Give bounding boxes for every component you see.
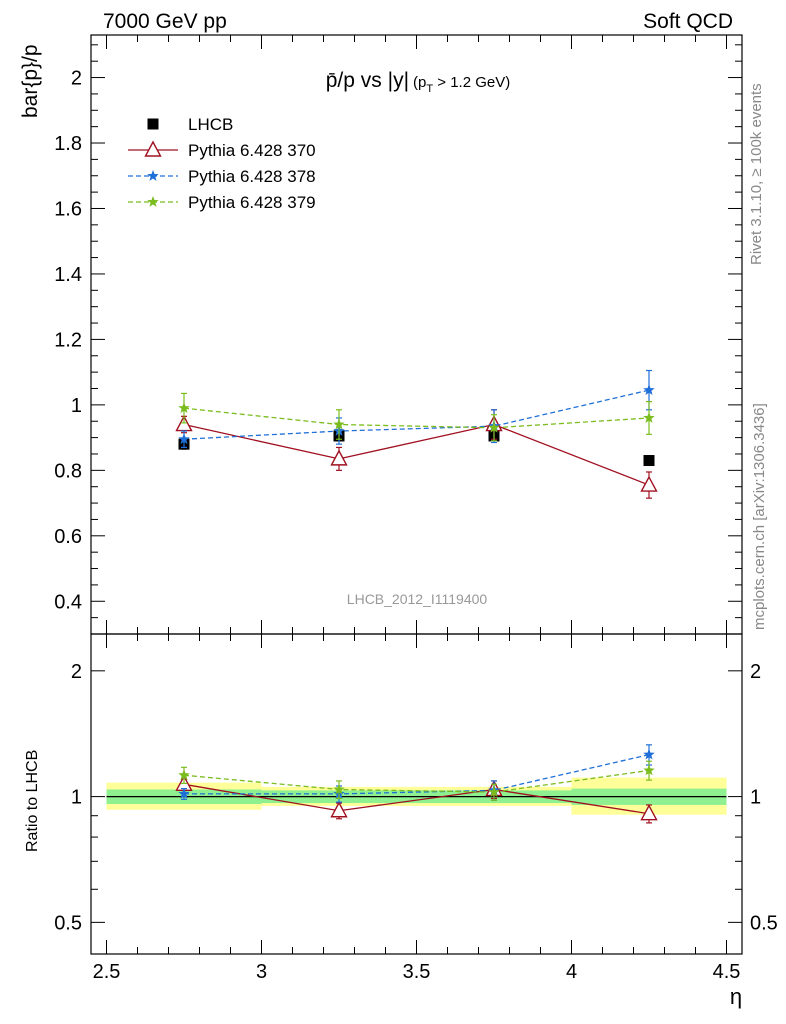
ratio-lines: [183, 754, 650, 815]
x-tick-label: 4.5: [713, 961, 741, 983]
line-p370: [183, 783, 650, 815]
ratio-ticks: 2.5 3 3.5 4 4.5 0.5 0.5 1 1 2 2: [54, 634, 778, 983]
legend-label: Pythia 6.428 370: [188, 141, 316, 160]
marker-p378: [178, 433, 190, 445]
marker-p379: [643, 411, 655, 423]
main-ytick-label: 1.4: [54, 264, 82, 286]
main-panel: 0.4 0.6 0.8 1 1.2 1.4 1.6 1.8 2 LHCB_2012_I11194…: [54, 34, 743, 635]
main-ytick-label: 0.8: [54, 460, 82, 482]
watermark: LHCB_2012_I1119400: [347, 591, 488, 607]
line-p378: [184, 754, 650, 795]
x-tick-label: 3: [256, 961, 267, 983]
x-tick-label: 3.5: [403, 961, 431, 983]
ratio-ytick-label-right: 1: [750, 787, 761, 809]
ratio-ytick-label: 0.5: [54, 912, 82, 934]
line-p370: [183, 423, 650, 486]
title-main: p̄/p vs |y|: [326, 69, 409, 92]
ratio-ytick-label-right: 2: [750, 661, 761, 683]
marker-p379: [488, 786, 500, 797]
x-tick-label: 4: [566, 961, 577, 983]
marker-p379: [488, 421, 500, 433]
x-tick-label: 2.5: [93, 961, 121, 983]
marker-p378: [643, 384, 655, 395]
legend-label: Pythia 6.428 379: [188, 193, 316, 212]
header-right: Soft QCD: [643, 10, 733, 33]
x-axis-label: η: [730, 984, 742, 1009]
marker-p370: [330, 801, 348, 818]
main-ytick-label: 0.6: [54, 526, 82, 548]
main-ticks: 0.4 0.6 0.8 1 1.2 1.4 1.6 1.8 2: [54, 35, 742, 635]
marker-p378: [178, 787, 190, 799]
marker-p370: [144, 140, 162, 157]
marker-data: [147, 118, 159, 130]
marker-p379: [333, 783, 345, 795]
title-open: (p: [413, 74, 426, 91]
marker-p370: [330, 449, 348, 466]
legend-item-data: LHCB: [147, 115, 233, 134]
line-p378: [183, 389, 650, 440]
title-rest: > 1.2 GeV): [433, 74, 510, 91]
legend: LHCB Pythia 6.428 370 Pythia 6.428 378 Pyth…: [128, 115, 316, 212]
marker-p379: [147, 196, 159, 207]
main-ytick-label: 1.8: [54, 133, 82, 155]
legend-item-p370: Pythia 6.428 370: [128, 140, 316, 160]
main-markers: [175, 369, 658, 499]
main-ytick-label: 1.2: [54, 329, 82, 351]
ratio-ylabel: Ratio to LHCB: [24, 750, 41, 852]
main-ytick-label: 1: [71, 395, 82, 417]
line-p379: [183, 769, 650, 793]
line-p379: [183, 407, 650, 429]
marker-p379: [178, 402, 190, 413]
main-ytick-label: 0.4: [54, 591, 82, 613]
rivet-label: Rivet 3.1.10, ≥ 100k events: [748, 83, 765, 265]
ratio-ytick-label-right: 0.5: [750, 912, 778, 934]
ratio-ytick-label: 1: [71, 787, 82, 809]
marker-p379: [178, 769, 190, 781]
ratio-markers: [175, 744, 658, 824]
title-sub: T: [426, 83, 433, 95]
main-ytick-label: 1.6: [54, 198, 82, 220]
main-ylabel: bar{p}/p: [19, 44, 42, 118]
marker-p379: [333, 418, 345, 430]
ratio-ytick-label: 2: [71, 661, 82, 683]
main-ytick-label: 2: [71, 68, 82, 90]
ratio-panel: 2.5 3 3.5 4 4.5 0.5 0.5 1 1 2 2: [54, 633, 778, 983]
marker-p378: [147, 170, 159, 181]
plot-title: p̄/p vs |y| (pT > 1.2 GeV): [326, 69, 510, 95]
marker-p370: [640, 475, 658, 492]
marker-p370: [640, 804, 658, 821]
legend-label: LHCB: [188, 115, 233, 134]
header-left: 7000 GeV pp: [103, 10, 227, 33]
marker-data: [643, 455, 655, 467]
legend-item-p379: Pythia 6.428 379: [128, 193, 316, 212]
ratio-bands: [106, 777, 727, 815]
marker-p378: [643, 748, 655, 760]
mcplots-label: mcplots.cern.ch [arXiv:1306.3436]: [751, 403, 768, 630]
legend-item-p378: Pythia 6.428 378: [128, 167, 316, 186]
legend-label: Pythia 6.428 378: [188, 167, 316, 186]
main-lines: [183, 389, 650, 486]
marker-p379: [643, 764, 655, 776]
